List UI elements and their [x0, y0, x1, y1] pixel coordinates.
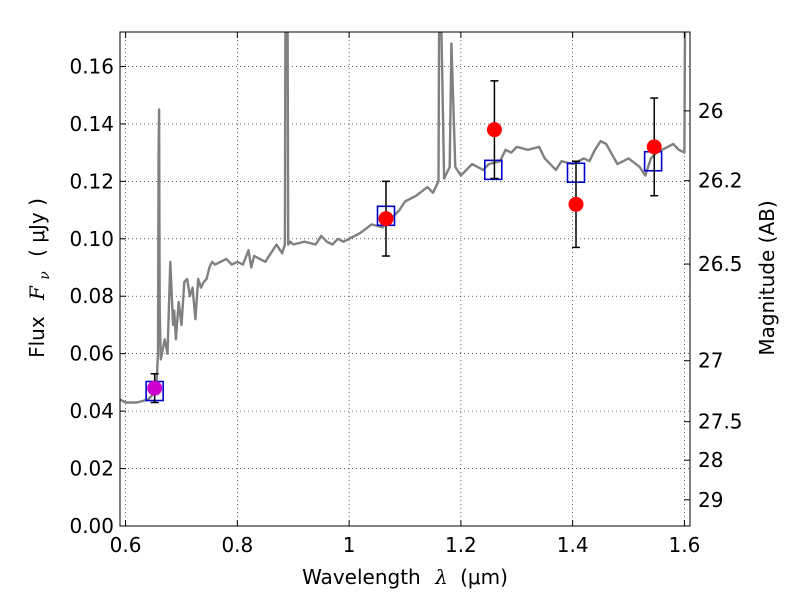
y-tick-label: 0.10	[69, 227, 114, 251]
y2-tick-label: 29	[698, 488, 723, 512]
y-axis-title-prefix: Flux	[25, 316, 49, 358]
y-axis-title-subscript: ν	[37, 271, 53, 280]
observed-photometry-marker	[378, 211, 394, 227]
y2-tick-label: 26.2	[698, 169, 743, 193]
y-tick-label: 0.08	[69, 284, 114, 308]
x-tick-label: 0.8	[221, 533, 253, 557]
observed-photometry-marker	[147, 380, 163, 396]
y-axis-title-unit: ( μJy )	[25, 198, 49, 257]
y-tick-label: 0.12	[69, 169, 114, 193]
y2-tick-label: 27.5	[698, 410, 743, 434]
y2-axis-title: Magnitude (AB)	[755, 200, 779, 355]
marker-layer	[145, 80, 663, 404]
y-tick-label: 0.04	[69, 399, 114, 423]
y2-tick-label: 28	[698, 448, 723, 472]
x-axis-title: Wavelength λ (μm)	[302, 565, 508, 589]
x-axis-title-prefix: Wavelength	[302, 565, 421, 589]
sed-line	[120, 32, 687, 404]
x-tick-label: 1.2	[445, 533, 477, 557]
y-tick-label: 0.16	[69, 54, 114, 78]
series-layer	[120, 32, 687, 404]
observed-photometry-marker	[568, 196, 584, 212]
observed-photometry-marker	[486, 122, 502, 138]
y2-axis-title-group: Magnitude (AB)	[755, 200, 779, 355]
x-tick-label: 1.6	[669, 533, 701, 557]
ticks: 0.6 0.8 1 1.2 1.4 1.6 0.00 0.02 0.04 0.06 0.08 0.10…	[69, 32, 743, 557]
y2-tick-label: 26.5	[698, 252, 743, 276]
y-tick-label: 0.02	[69, 457, 114, 481]
x-axis-title-symbol: λ	[434, 565, 448, 589]
y-axis-title-group: Flux F ν ( μJy )	[25, 198, 54, 358]
y-axis-title: Flux F ν ( μJy )	[25, 198, 54, 358]
x-tick-label: 0.6	[110, 533, 142, 557]
y-tick-label: 0.14	[69, 112, 114, 136]
plot-background	[120, 32, 690, 526]
y-tick-label: 0.00	[69, 514, 114, 538]
y2-tick-label: 27	[698, 349, 723, 373]
plot-frame	[119, 31, 691, 527]
observed-photometry-marker	[646, 139, 662, 155]
y-tick-label: 0.06	[69, 342, 114, 366]
model-photometry-marker	[483, 159, 503, 181]
x-tick-label: 1.4	[557, 533, 589, 557]
y-axis-title-symbol: F	[25, 285, 49, 301]
y2-tick-label: 26	[698, 99, 723, 123]
x-tick-label: 1	[343, 533, 356, 557]
x-axis-title-unit: (μm)	[460, 565, 508, 589]
